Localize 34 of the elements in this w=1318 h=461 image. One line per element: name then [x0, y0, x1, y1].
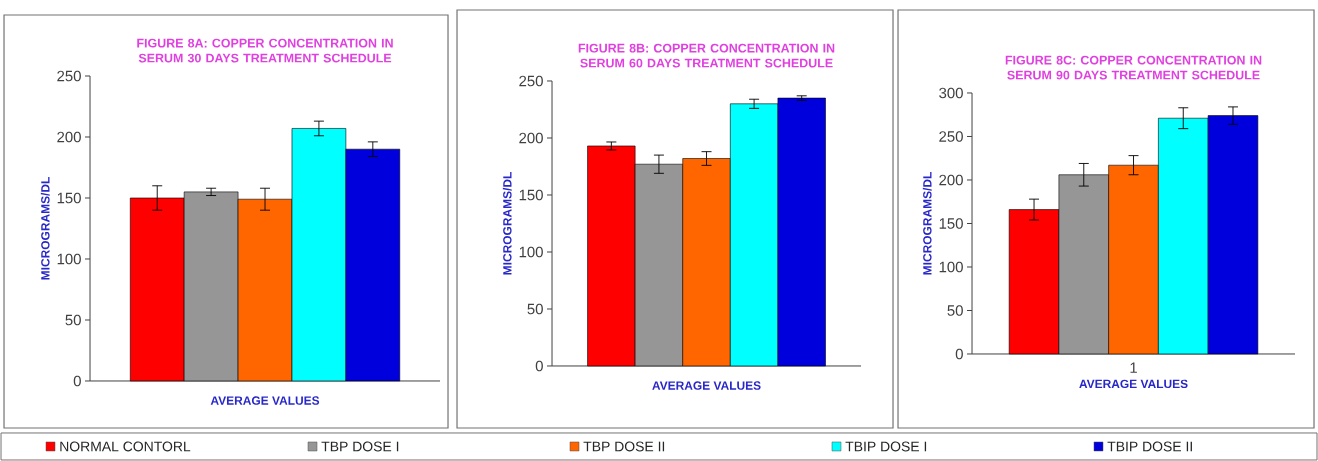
- y-tick-label: 0: [955, 348, 963, 360]
- legend-label: TBP DOSE II: [583, 441, 665, 452]
- y-tick-label: 150: [939, 218, 963, 229]
- legend-label: TBP DOSE I: [321, 441, 399, 452]
- y-tick-label: 50: [947, 305, 963, 316]
- y-tick-label: 200: [939, 174, 963, 186]
- y-axis-title: MICROGRAMS/DL: [922, 172, 932, 275]
- y-tick-label: 0: [73, 375, 81, 387]
- legend-label: NORMAL CONTORL: [60, 441, 191, 452]
- y-tick-label: 150: [57, 192, 81, 204]
- y-axis-title: MICROGRAMS/DL: [40, 177, 50, 280]
- y-tick-label: 0: [535, 360, 543, 372]
- y-tick-label: 100: [939, 261, 963, 273]
- y-tick-label: 50: [65, 314, 81, 326]
- legend-label: TBIP DOSE II: [1107, 441, 1192, 452]
- x-axis-title: AVERAGE VALUES: [1079, 379, 1188, 389]
- chart-title: FIGURE 8A: COPPER CONCENTRATION IN SERUM 30 DAYS TREATMENT SCHEDULE: [137, 38, 393, 63]
- y-tick-label: 50: [527, 303, 543, 315]
- y-axis-title: MICROGRAMS/DL: [502, 172, 512, 275]
- y-tick-label: 100: [519, 246, 543, 258]
- legend-label: TBIP DOSE I: [845, 441, 927, 452]
- x-axis-title: AVERAGE VALUES: [652, 381, 761, 390]
- y-tick-label: 250: [57, 70, 81, 82]
- y-tick-label: 100: [57, 253, 81, 265]
- y-tick-label: 250: [939, 131, 963, 142]
- x-tick-label: 1: [1130, 362, 1137, 373]
- y-tick-label: 200: [519, 132, 543, 144]
- y-tick-label: 200: [57, 131, 81, 143]
- chart-title: FIGURE 8B: COPPER CONCENTRATION IN SERUM 60 DAYS TREATMENT SCHEDULE: [578, 43, 835, 68]
- chart-title: FIGURE 8C: COPPER CONCENTRATION IN SERUM 90 DAYS TREATMENT SCHEDULE: [1005, 55, 1262, 80]
- y-tick-label: 250: [519, 75, 543, 87]
- x-axis-title: AVERAGE VALUES: [210, 396, 320, 405]
- y-tick-label: 150: [519, 189, 543, 201]
- y-tick-label: 300: [939, 87, 963, 99]
